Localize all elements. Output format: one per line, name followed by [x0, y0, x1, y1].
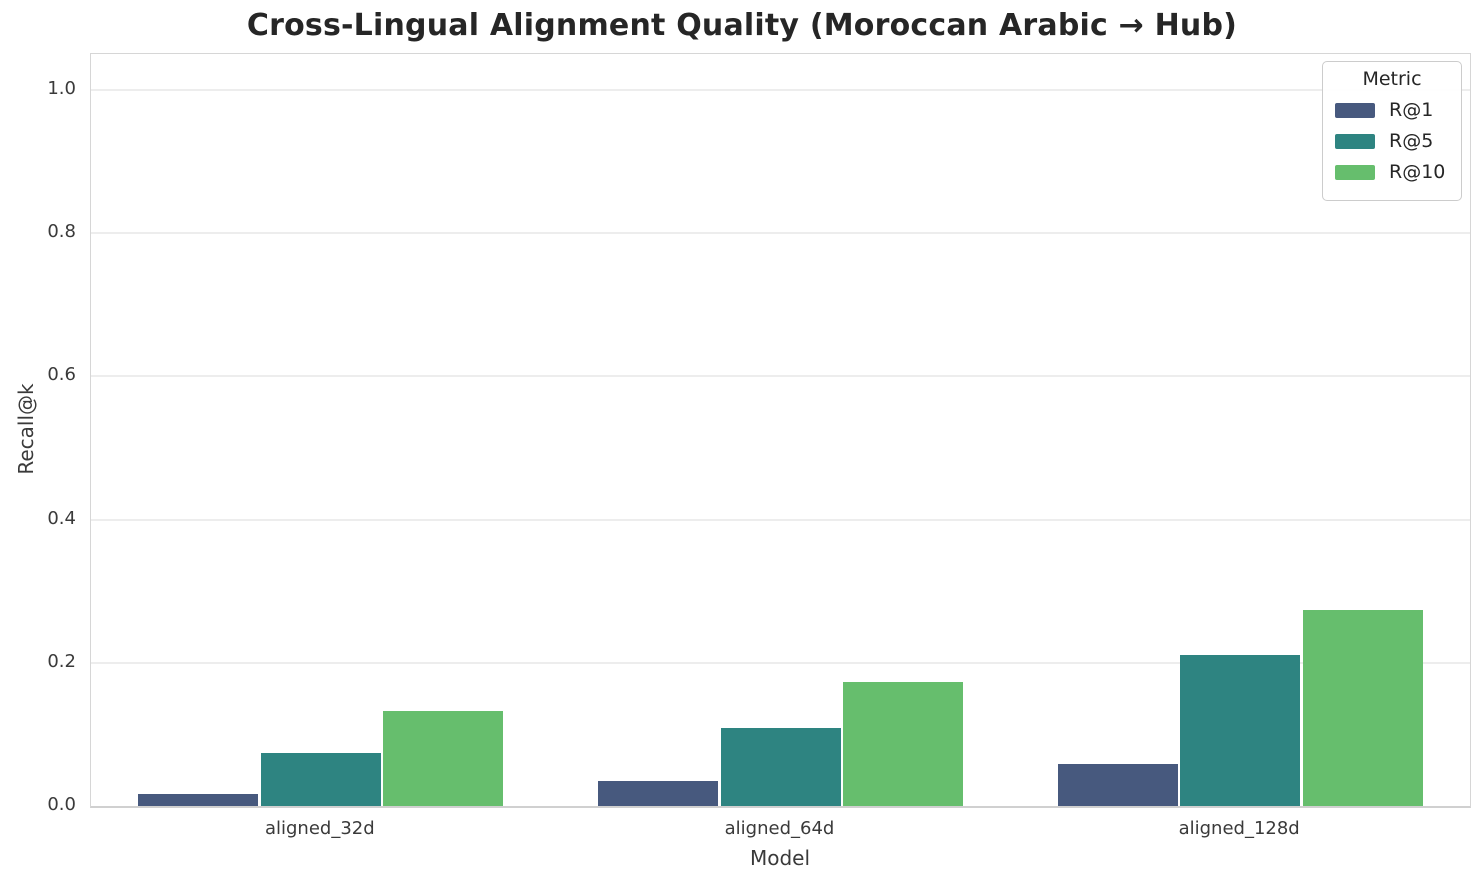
y-tick-label: 0.8	[47, 221, 76, 243]
legend-entry: R@10	[1335, 161, 1449, 183]
x-axis-label: Model	[749, 846, 811, 870]
legend-label: R@10	[1389, 161, 1446, 183]
bar-R@1-aligned_128d	[1057, 764, 1178, 806]
bar-R@10-aligned_128d	[1302, 610, 1423, 806]
x-tick-label: aligned_128d	[1178, 818, 1300, 839]
bar-R@1-aligned_32d	[138, 794, 259, 806]
bar-R@10-aligned_64d	[843, 682, 963, 806]
y-tick-label: 0.6	[47, 364, 76, 386]
legend-entry: R@1	[1335, 99, 1449, 121]
legend-entry: R@5	[1335, 130, 1449, 152]
gridline	[91, 232, 1470, 235]
gridline	[91, 661, 1470, 664]
bar-R@5-aligned_32d	[260, 753, 381, 806]
bar-R@5-aligned_128d	[1180, 655, 1301, 806]
gridline	[91, 88, 1470, 91]
y-tick-label: 0.4	[47, 507, 76, 529]
plot-area	[90, 53, 1471, 808]
y-tick-label: 0.0	[47, 794, 76, 815]
legend-swatch-icon	[1335, 164, 1375, 180]
bar-R@5-aligned_64d	[720, 728, 841, 806]
legend-label: R@1	[1389, 99, 1434, 121]
bar-R@1-aligned_64d	[598, 781, 718, 806]
bar-R@10-aligned_32d	[383, 711, 504, 806]
y-tick-label: 0.2	[47, 650, 76, 672]
gridline	[91, 375, 1470, 378]
legend-entries: R@1 R@5 R@10	[1335, 99, 1449, 183]
x-tick-label: aligned_32d	[264, 818, 375, 839]
x-tick-label: aligned_64d	[724, 818, 835, 839]
legend: Metric R@1 R@5 R@10	[1322, 61, 1462, 201]
y-axis-label: Recall@k	[14, 383, 38, 475]
gridline	[91, 518, 1470, 521]
chart-title: Cross-Lingual Alignment Quality (Morocca…	[246, 8, 1238, 43]
legend-swatch-icon	[1335, 102, 1375, 118]
legend-swatch-icon	[1335, 133, 1375, 149]
y-tick-label: 1.0	[47, 77, 76, 99]
legend-label: R@5	[1389, 130, 1434, 152]
legend-title: Metric	[1362, 68, 1422, 90]
